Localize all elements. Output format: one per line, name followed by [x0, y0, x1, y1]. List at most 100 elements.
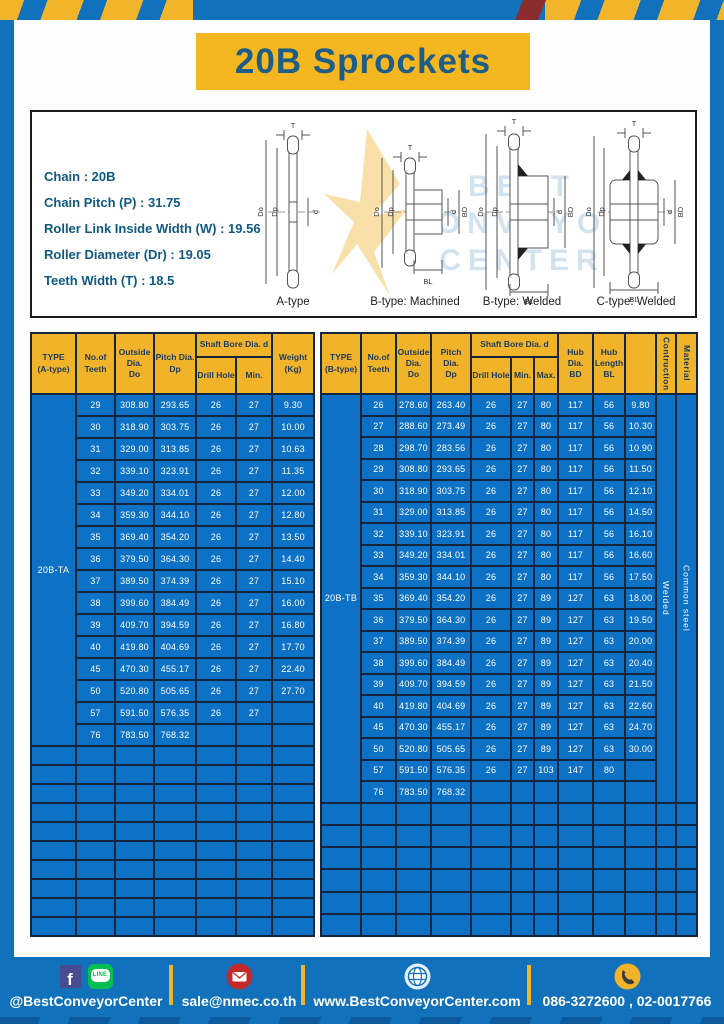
table-cell	[532, 780, 560, 804]
table-cell: 80	[592, 758, 627, 782]
empty-cell	[153, 764, 197, 785]
table-cell: 39	[75, 613, 116, 637]
table-cell: 21.50	[624, 672, 658, 696]
table-cell: 26	[195, 569, 237, 593]
table-cell: 89	[532, 737, 560, 761]
header-teeth: No.of Teeth	[360, 332, 397, 395]
watermark-logo-shape	[324, 129, 407, 296]
table-cell: 26	[470, 694, 512, 718]
empty-cell	[510, 801, 535, 826]
table-row: 37 389.50 374.39 26 27 89 127 63 20.00	[321, 629, 697, 653]
table-cell: 31	[75, 437, 116, 461]
content-panel: 20B Sprockets BEST CONVEYOR CENTER Chain…	[14, 20, 710, 957]
table-cell	[557, 780, 595, 804]
table-cell: 40	[75, 635, 116, 659]
line-app-icon[interactable]: LINE	[87, 963, 113, 989]
table-cell: 57	[75, 701, 116, 725]
table-cell: 27	[234, 679, 274, 703]
header-outside-dia: Outside Dia. Do	[114, 332, 155, 395]
table-cell: 576.35	[430, 758, 472, 782]
empty-row	[30, 783, 316, 804]
table-cell: 27	[510, 651, 535, 675]
table-row: 36 379.50 364.30 26 27 89 127 63 19.50	[321, 608, 697, 632]
empty-cell	[271, 764, 316, 785]
table-cell: 26	[470, 414, 512, 438]
caption-b-type-machined: B-type: Machined	[370, 296, 460, 308]
table-cell: 283.56	[430, 436, 472, 460]
table-cell: 89	[532, 586, 560, 610]
table-cell: 520.80	[114, 679, 155, 703]
table-cell: 26	[195, 679, 237, 703]
email-icon[interactable]	[226, 963, 253, 990]
header-shaft-bore: Shaft Bore Dia. d	[194, 332, 274, 358]
table-cell: 27	[510, 672, 535, 696]
email-address[interactable]: sale@nmec.co.th	[181, 993, 297, 1009]
empty-cell	[195, 745, 237, 766]
table-row: 36 379.50 364.30 26 27 14.40	[31, 547, 316, 571]
table-cell: 27	[234, 635, 274, 659]
table-cell: 35	[75, 525, 116, 549]
phone-numbers[interactable]: 086-3272600 , 02-0017766	[542, 993, 712, 1009]
empty-cell	[470, 846, 512, 871]
empty-cell	[271, 783, 316, 804]
table-cell: 27.70	[271, 679, 316, 703]
table-cell: 26	[470, 715, 512, 739]
table-cell: 63	[592, 586, 627, 610]
empty-cell	[532, 823, 560, 849]
website-url[interactable]: www.BestConveyorCenter.com	[313, 993, 521, 1009]
table-row: 32 339.10 323.91 26 27 11.35	[31, 459, 316, 483]
table-cell: 26	[195, 701, 237, 725]
empty-cell	[675, 912, 699, 938]
table-cell: 26	[470, 522, 512, 546]
table-cell: 117	[557, 393, 595, 417]
social-handle[interactable]: @BestConveyorCenter	[9, 993, 163, 1009]
empty-cell	[320, 890, 362, 915]
table-cell: 329.00	[395, 500, 432, 524]
table-row: 40 419.80 404.69 26 27 89 127 63 22.60	[321, 694, 697, 718]
empty-cell	[655, 890, 678, 915]
header-min: Min.	[510, 356, 535, 395]
dim-label-bl: BL	[524, 297, 533, 306]
empty-cell	[195, 764, 237, 785]
table-row: 31 329.00 313.85 26 27 80 117 56 14.50	[321, 500, 697, 524]
header-hub-dia: Hub Dia. BD	[557, 332, 595, 395]
table-cell: 34	[360, 565, 397, 589]
table-cell: 40	[360, 694, 397, 718]
spec-line-teeth-width: Teeth Width (T) : 18.5	[44, 273, 175, 288]
table-a-body: 20B-TA 29 308.80 293.65 26 27 9.30 30 318.90 303.…	[30, 393, 316, 937]
phone-icon[interactable]	[614, 963, 641, 990]
empty-cell	[320, 868, 362, 893]
table-cell: 379.50	[114, 547, 155, 571]
header-drill-hole: Drill Hole	[195, 356, 237, 395]
table-cell: 27	[510, 436, 535, 460]
footer-email-section[interactable]: sale@nmec.co.th	[178, 960, 300, 1009]
empty-cell	[153, 859, 197, 880]
table-cell: 12.00	[271, 481, 316, 505]
table-cell: 80	[532, 500, 560, 524]
empty-cell	[195, 859, 237, 880]
empty-row	[30, 878, 316, 899]
table-cell: 26	[470, 737, 512, 761]
table-cell: 16.00	[271, 591, 316, 615]
table-cell: 26	[470, 479, 512, 503]
table-row: 37 389.50 374.39 26 27 15.10	[31, 569, 316, 593]
footer-social-section[interactable]: f LINE @BestConveyorCenter	[4, 960, 168, 1009]
table-cell: 26	[470, 457, 512, 481]
globe-icon[interactable]	[404, 963, 431, 990]
table-cell: 591.50	[395, 758, 432, 782]
footer-bottom-stripe	[0, 1017, 724, 1024]
table-cell: 34	[75, 503, 116, 527]
table-cell: 26	[470, 565, 512, 589]
header-drill-hole: Drill Hole	[470, 356, 512, 395]
header-min: Min.	[234, 356, 274, 395]
table-cell: 127	[557, 608, 595, 632]
dim-label-t: T	[408, 143, 413, 152]
table-cell: 17.70	[271, 635, 316, 659]
footer-phone-section[interactable]: 086-3272600 , 02-0017766	[534, 960, 720, 1009]
dim-label-bd: BD	[460, 206, 469, 217]
table-cell: 27	[234, 701, 274, 725]
table-cell: 27	[510, 758, 535, 782]
footer-website-section[interactable]: www.BestConveyorCenter.com	[308, 960, 526, 1009]
facebook-icon[interactable]: f	[59, 964, 81, 988]
table-cell: 89	[532, 715, 560, 739]
